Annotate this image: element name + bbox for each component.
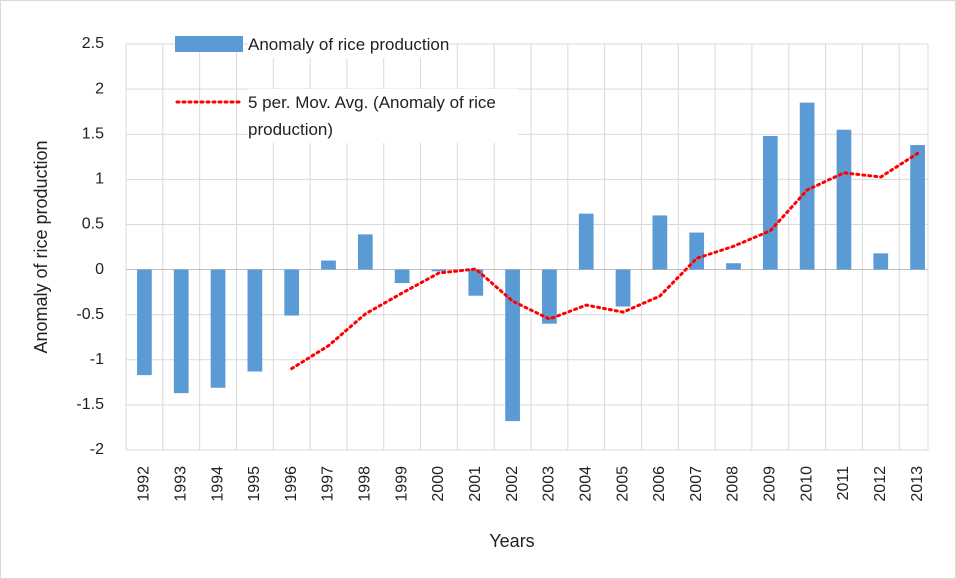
x-tick-label: 1998: [357, 466, 374, 502]
y-tick-label: -0.5: [76, 306, 104, 323]
x-tick-label: 2013: [909, 466, 926, 502]
bar: [468, 269, 484, 296]
x-tick-label: 2006: [651, 466, 668, 502]
y-tick-label: 1: [95, 171, 104, 188]
legend-label: Anomaly of rice production: [248, 31, 450, 58]
x-tick-label: 2012: [872, 466, 889, 502]
x-tick-label: 1993: [172, 466, 189, 502]
y-tick-label: -1.5: [76, 396, 104, 413]
x-tick-label: 1997: [320, 466, 337, 502]
moving-average-line: [290, 151, 920, 371]
x-tick-label: 2008: [725, 466, 742, 502]
x-tick-label: 2007: [688, 466, 705, 502]
bar: [873, 253, 889, 270]
y-tick-label: 0.5: [82, 216, 104, 233]
bar: [652, 215, 668, 270]
x-tick-label: 2001: [467, 466, 484, 502]
bar: [615, 269, 631, 307]
legend-label: 5 per. Mov. Avg. (Anomaly of rice produc…: [248, 89, 518, 143]
y-tick-label: 2: [95, 80, 104, 97]
x-tick-label: 1999: [393, 466, 410, 502]
bar: [137, 269, 152, 376]
x-axis-title: Years: [489, 531, 534, 551]
x-tick-label: 1995: [246, 466, 263, 502]
y-tick-label: 2.5: [82, 35, 104, 52]
x-tick-label: 2011: [835, 466, 852, 501]
y-axis-title: Anomaly of rice production: [31, 140, 51, 353]
bar: [321, 260, 336, 270]
x-tick-label: 2010: [798, 466, 815, 502]
x-tick-label: 1996: [283, 466, 300, 502]
bar: [836, 129, 852, 270]
bar: [505, 269, 520, 422]
legend-swatch: [175, 36, 243, 52]
x-tick-label: 2003: [541, 466, 558, 502]
y-tick-label: 1.5: [82, 125, 104, 142]
bar: [762, 136, 778, 270]
bar: [394, 269, 410, 284]
bar: [431, 269, 447, 272]
bar: [578, 213, 594, 270]
bar: [247, 269, 263, 372]
x-tick-label: 1992: [136, 466, 153, 502]
bar: [210, 269, 226, 388]
y-tick-label: 0: [95, 261, 104, 278]
x-tick-label: 2005: [614, 466, 631, 502]
bar: [799, 102, 815, 270]
x-tick-label: 2002: [504, 466, 521, 502]
x-tick-label: 2004: [577, 466, 594, 502]
y-tick-label: -2: [90, 441, 104, 458]
x-tick-label: 1994: [209, 466, 226, 502]
bar: [173, 269, 189, 394]
y-tick-label: -1: [90, 351, 104, 368]
bar: [357, 234, 373, 270]
bar: [284, 269, 300, 316]
x-tick-label: 2009: [762, 466, 779, 502]
bar: [726, 263, 741, 270]
bar: [542, 269, 557, 324]
bar: [910, 145, 925, 270]
x-tick-label: 2000: [430, 466, 447, 502]
